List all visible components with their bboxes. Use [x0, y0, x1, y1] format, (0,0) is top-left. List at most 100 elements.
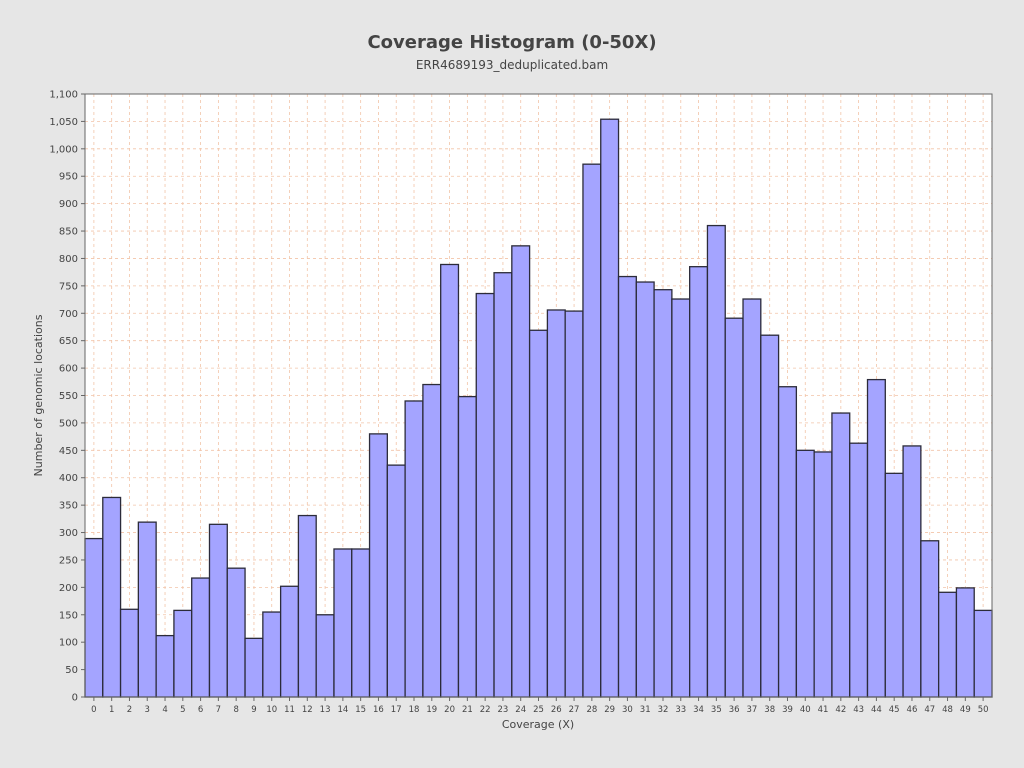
- bar-coverage-32: [653, 289, 673, 698]
- bar-coverage-31: [635, 281, 655, 698]
- x-tick-label: 34: [693, 705, 704, 715]
- x-tick-label: 23: [498, 705, 509, 715]
- bar-coverage-13: [315, 614, 335, 698]
- x-tick-label: 41: [818, 705, 829, 715]
- bar-coverage-16: [368, 433, 388, 698]
- bar-coverage-44: [866, 378, 886, 698]
- x-tick-label: 44: [871, 705, 882, 715]
- x-tick-label: 42: [835, 705, 846, 715]
- x-tick-label: 38: [764, 705, 775, 715]
- bar-coverage-21: [457, 395, 477, 698]
- x-tick-label: 24: [515, 705, 526, 715]
- bar-coverage-4: [155, 634, 175, 698]
- x-tick-label: 22: [480, 705, 491, 715]
- x-tick-label: 35: [711, 705, 722, 715]
- bar-coverage-19: [422, 383, 442, 698]
- x-tick-label: 28: [586, 705, 597, 715]
- x-tick-label: 37: [746, 705, 757, 715]
- y-tick-label: 150: [59, 610, 78, 621]
- x-tick-label: 32: [658, 705, 669, 715]
- bar-coverage-47: [920, 540, 940, 698]
- y-tick-label: 100: [59, 638, 78, 649]
- x-tick-label: 1: [109, 705, 114, 715]
- chart-subtitle: ERR4689193_deduplicated.bam: [416, 58, 608, 72]
- x-tick-label: 29: [604, 705, 615, 715]
- y-tick-label: 1,050: [49, 117, 78, 128]
- chart-title: Coverage Histogram (0-50X): [367, 32, 656, 53]
- bar-coverage-7: [208, 523, 228, 698]
- bar-coverage-42: [831, 412, 851, 698]
- y-tick-label: 650: [59, 336, 78, 347]
- y-axis-ticks: 0 50 100 150 200 250 300 350 400 450 500 550 600 650 7…: [49, 90, 85, 704]
- bar-coverage-6: [191, 577, 211, 698]
- x-tick-label: 12: [302, 705, 313, 715]
- x-tick-label: 47: [924, 705, 935, 715]
- bar-coverage-34: [689, 266, 709, 698]
- bar-coverage-38: [760, 334, 780, 698]
- y-tick-label: 400: [59, 473, 78, 484]
- bar-coverage-35: [706, 224, 726, 698]
- bar-coverage-30: [617, 275, 637, 698]
- bar-coverage-18: [404, 400, 424, 698]
- y-tick-label: 50: [65, 665, 78, 676]
- x-tick-label: 48: [942, 705, 953, 715]
- bar-coverage-48: [937, 591, 958, 698]
- x-tick-label: 3: [145, 705, 150, 715]
- y-tick-label: 1,000: [49, 144, 78, 155]
- bar-coverage-12: [297, 514, 317, 698]
- x-tick-label: 0: [91, 705, 96, 715]
- x-tick-label: 18: [409, 705, 420, 715]
- bar-coverage-8: [226, 567, 246, 698]
- y-tick-label: 450: [59, 446, 78, 457]
- bar-coverage-1: [102, 496, 122, 698]
- bar-coverage-36: [724, 317, 744, 698]
- x-tick-label: 36: [729, 705, 740, 715]
- bar-coverage-28: [582, 163, 602, 698]
- x-tick-label: 49: [960, 705, 971, 715]
- y-tick-label: 900: [59, 199, 78, 210]
- bar-coverage-10: [262, 611, 282, 698]
- bar-coverage-45: [884, 472, 904, 698]
- x-tick-label: 25: [533, 705, 544, 715]
- y-tick-label: 750: [59, 281, 78, 292]
- x-axis-ticks: 0 1 2 3 4 5 6 7 8 9 10 11 12 13 14 15 16 17 18 19 20 21 22 23 24…: [91, 697, 989, 715]
- bar-coverage-25: [528, 329, 549, 698]
- y-tick-label: 1,100: [49, 90, 78, 101]
- bar-coverage-23: [493, 272, 513, 698]
- bar-coverage-37: [742, 298, 762, 698]
- y-axis-label: Number of genomic locations: [32, 314, 45, 476]
- y-tick-label: 200: [59, 583, 78, 594]
- x-tick-label: 11: [284, 705, 295, 715]
- x-tick-label: 27: [569, 705, 580, 715]
- bar-coverage-20: [440, 263, 460, 698]
- y-tick-label: 800: [59, 254, 78, 265]
- x-tick-label: 6: [198, 705, 203, 715]
- x-tick-label: 9: [251, 705, 256, 715]
- bar-coverage-24: [511, 245, 531, 698]
- y-tick-label: 250: [59, 555, 78, 566]
- x-tick-label: 5: [180, 705, 185, 715]
- bar-coverage-3: [137, 521, 157, 698]
- x-tick-label: 2: [127, 705, 132, 715]
- bar-coverage-17: [386, 464, 406, 698]
- x-tick-label: 17: [391, 705, 402, 715]
- bar-coverage-5: [173, 609, 193, 698]
- x-tick-label: 45: [889, 705, 900, 715]
- x-tick-label: 46: [907, 705, 918, 715]
- bar-coverage-33: [671, 298, 691, 698]
- x-tick-label: 30: [622, 705, 633, 715]
- x-tick-label: 10: [266, 705, 277, 715]
- x-tick-label: 20: [444, 705, 455, 715]
- x-tick-label: 39: [782, 705, 793, 715]
- x-tick-label: 8: [233, 705, 238, 715]
- bar-coverage-11: [279, 585, 300, 698]
- bar-coverage-49: [955, 587, 975, 698]
- x-tick-label: 21: [462, 705, 473, 715]
- bar-coverage-50: [973, 609, 993, 698]
- x-tick-label: 13: [320, 705, 331, 715]
- x-axis-label: Coverage (X): [502, 718, 574, 731]
- x-tick-label: 31: [640, 705, 651, 715]
- bar-coverage-2: [119, 608, 140, 698]
- x-tick-label: 50: [978, 705, 989, 715]
